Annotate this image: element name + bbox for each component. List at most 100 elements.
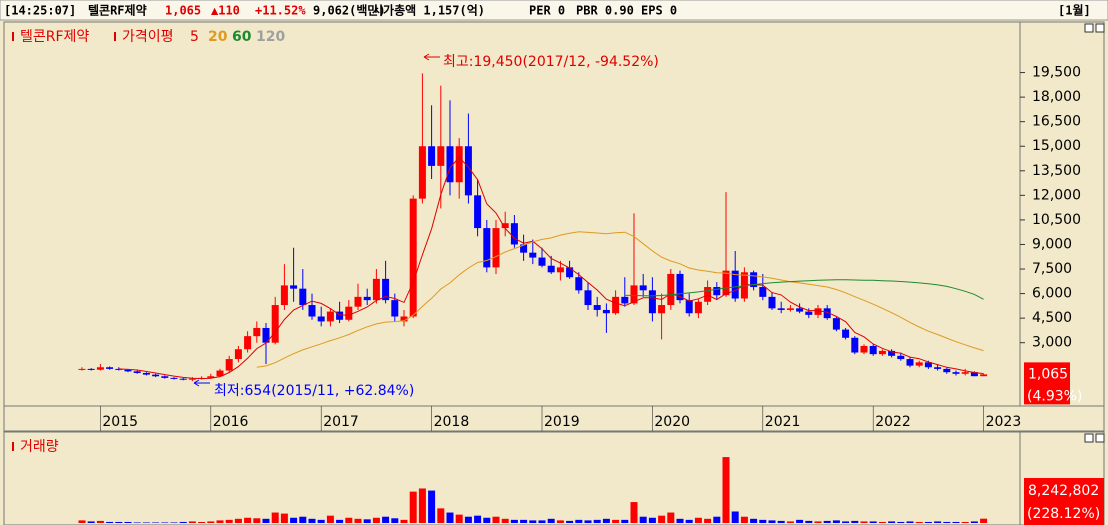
candle-body bbox=[326, 311, 334, 322]
candle-body bbox=[639, 285, 647, 291]
volume-bar bbox=[96, 520, 104, 523]
candle-body bbox=[713, 287, 721, 296]
volume-bar bbox=[198, 521, 206, 523]
volume-bar bbox=[878, 521, 886, 523]
candle-body bbox=[225, 359, 233, 371]
candle-body bbox=[96, 367, 104, 370]
candle-body bbox=[759, 287, 767, 297]
volume-bar bbox=[520, 519, 528, 523]
high-annotation: 최고:19,450(2017/12, -94.52%) bbox=[443, 54, 659, 70]
restore-button[interactable] bbox=[1084, 23, 1094, 33]
y-tick-label: 9,000 bbox=[1032, 236, 1072, 252]
y-tick-label: 4,500 bbox=[1032, 310, 1072, 326]
low-annotation: 최저:654(2015/11, +62.84%) bbox=[214, 383, 414, 399]
candle-body bbox=[750, 272, 758, 288]
volume-bar bbox=[308, 518, 316, 523]
volume-bar bbox=[713, 516, 721, 523]
volume-bar bbox=[952, 521, 960, 523]
volume-bar bbox=[593, 519, 601, 523]
candle-body bbox=[970, 372, 978, 377]
volume-bar bbox=[961, 521, 969, 523]
volume-bar bbox=[547, 518, 555, 523]
candle-body bbox=[170, 377, 178, 379]
volume-bar bbox=[78, 520, 86, 523]
candle-body bbox=[244, 336, 252, 350]
volume-bar bbox=[299, 516, 307, 523]
volume-title: 거래량 bbox=[20, 439, 59, 455]
candle-body bbox=[694, 301, 702, 314]
volume-bar bbox=[326, 515, 334, 523]
moving-average-line bbox=[256, 231, 984, 368]
volume-bar bbox=[87, 521, 95, 523]
high-arrow bbox=[423, 53, 440, 61]
candle-body bbox=[455, 146, 463, 183]
volume-bar bbox=[253, 518, 261, 523]
volume-bar bbox=[529, 520, 537, 523]
volume-bar bbox=[409, 491, 417, 523]
x-tick-label: 2017 bbox=[323, 414, 359, 430]
eps: EPS 0 bbox=[641, 4, 677, 18]
volume-bar bbox=[658, 515, 666, 523]
change: ▲110 bbox=[211, 4, 240, 18]
volume-bar bbox=[483, 517, 491, 523]
volume-bar bbox=[731, 511, 739, 523]
volume-bar bbox=[943, 521, 951, 523]
volume-bar bbox=[814, 521, 822, 523]
candle-body bbox=[980, 374, 988, 377]
volume-panel bbox=[3, 431, 1105, 525]
volume-bar bbox=[262, 518, 270, 523]
candle-body bbox=[823, 308, 831, 319]
candle-body bbox=[372, 278, 380, 301]
volume-bar bbox=[538, 520, 546, 523]
y-tick-label: 3,000 bbox=[1032, 335, 1072, 351]
legend-marker bbox=[12, 442, 14, 451]
candle-body bbox=[796, 308, 804, 312]
volume-bar bbox=[382, 516, 390, 523]
candle-body bbox=[474, 195, 482, 229]
close-button[interactable] bbox=[1095, 23, 1105, 33]
volume-bar bbox=[740, 516, 748, 523]
volume-bar bbox=[750, 518, 758, 523]
volume-bar bbox=[934, 521, 942, 523]
candle-body bbox=[142, 372, 150, 375]
restore-button[interactable] bbox=[1084, 433, 1094, 443]
per: PER 0 bbox=[529, 4, 565, 18]
candle-body bbox=[832, 318, 840, 330]
candle-body bbox=[501, 223, 509, 229]
candle-body bbox=[428, 146, 436, 166]
volume-bar bbox=[906, 521, 914, 523]
candle-body bbox=[860, 345, 868, 353]
volume-bar bbox=[464, 516, 472, 523]
x-tick-label: 2023 bbox=[986, 414, 1022, 430]
volume-bar bbox=[842, 521, 850, 523]
y-tick-label: 15,000 bbox=[1032, 138, 1081, 154]
low-arrow bbox=[193, 379, 210, 387]
candle-body bbox=[418, 146, 426, 199]
candle-body bbox=[621, 296, 629, 304]
candle-body bbox=[961, 372, 969, 374]
close-button[interactable] bbox=[1095, 433, 1105, 443]
volume-bar bbox=[437, 508, 445, 523]
candle-body bbox=[492, 228, 500, 268]
candle-body bbox=[216, 370, 224, 377]
volume-bar bbox=[455, 514, 463, 523]
y-tick-label: 13,500 bbox=[1032, 163, 1081, 179]
candle-body bbox=[253, 327, 261, 337]
volume-bar bbox=[832, 520, 840, 523]
candle-body bbox=[271, 305, 279, 343]
candle-body bbox=[934, 367, 942, 369]
candle-body bbox=[547, 265, 555, 273]
legend-item: 20 bbox=[208, 29, 228, 45]
candle-body bbox=[207, 376, 215, 378]
volume-bar bbox=[915, 521, 923, 523]
candle-body bbox=[234, 349, 242, 360]
volume-bar bbox=[207, 521, 215, 523]
last-volume-change: (228.12%) bbox=[1027, 506, 1100, 522]
change-pct: +11.52% bbox=[255, 4, 306, 18]
last-volume-box bbox=[1024, 478, 1104, 525]
last-price-change: (4.93%) bbox=[1027, 388, 1082, 404]
y-tick-label: 12,000 bbox=[1032, 187, 1081, 203]
volume-bar bbox=[786, 521, 794, 523]
candle-body bbox=[575, 277, 583, 291]
period[interactable]: [1월] bbox=[1058, 3, 1091, 18]
